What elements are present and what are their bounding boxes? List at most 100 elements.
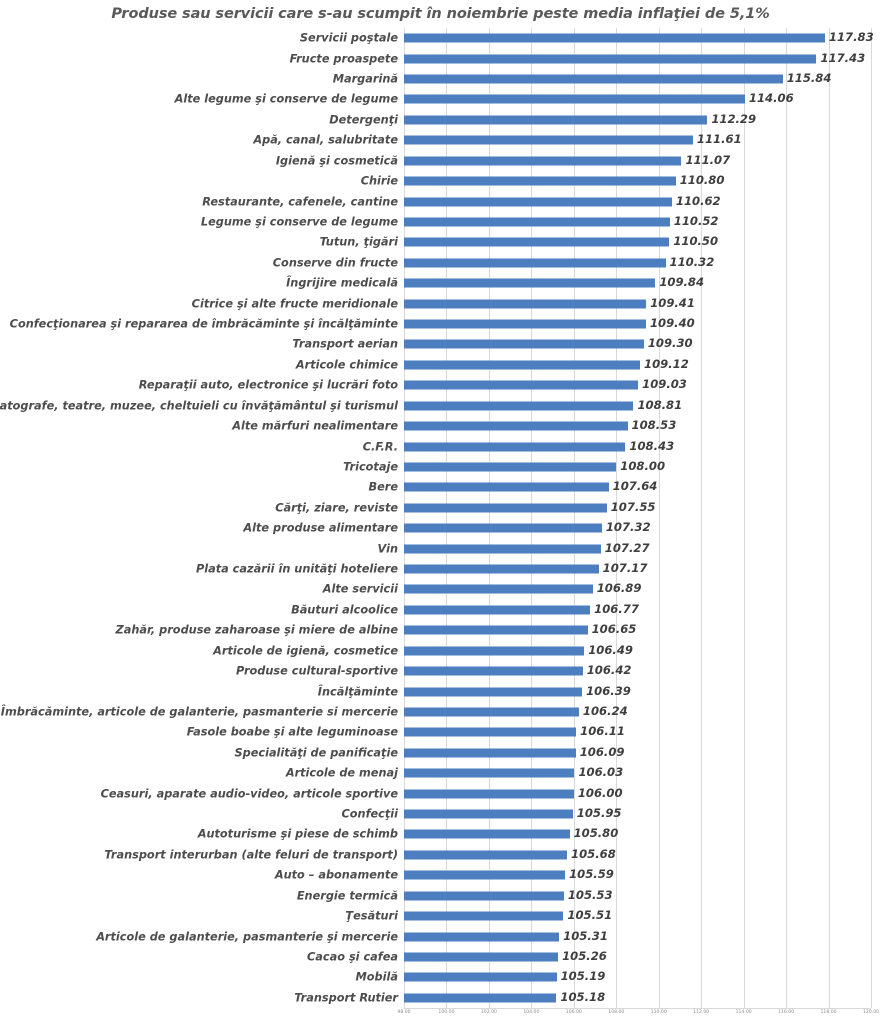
bar[interactable] xyxy=(404,809,573,819)
bar[interactable] xyxy=(404,156,682,166)
bar-row[interactable]: Fructe proaspete 117.43 xyxy=(0,48,881,68)
bar-row[interactable]: Transport aerian 109.30 xyxy=(0,334,881,354)
bar-row[interactable]: Tutun, ţigări 110.50 xyxy=(0,232,881,252)
bar-row[interactable]: Încălţăminte 106.39 xyxy=(0,681,881,701)
bar-row[interactable]: Conserve din fructe 110.32 xyxy=(0,253,881,273)
category-label: Specialităţi de panificaţie xyxy=(234,746,398,760)
bar[interactable] xyxy=(404,54,817,64)
bar[interactable] xyxy=(404,217,670,227)
bar-row[interactable]: Alte produse alimentare 107.32 xyxy=(0,518,881,538)
bar-row[interactable]: Ceasuri, aparate audio-video, articole s… xyxy=(0,783,881,803)
bar[interactable] xyxy=(404,176,676,186)
bar[interactable] xyxy=(404,891,564,901)
bar-row[interactable]: Servicii poştale 117.83 xyxy=(0,28,881,48)
bar[interactable] xyxy=(404,197,672,207)
bar-row[interactable]: Specialităţi de panificaţie 106.09 xyxy=(0,743,881,763)
bar-row[interactable]: Autoturisme şi piese de schimb 105.80 xyxy=(0,824,881,844)
bar-row[interactable]: Alte legume şi conserve de legume 114.06 xyxy=(0,89,881,109)
bar-row[interactable]: Reparaţii auto, electronice şi lucrări f… xyxy=(0,375,881,395)
bar-row[interactable]: Băuturi alcoolice 106.77 xyxy=(0,600,881,620)
bar[interactable] xyxy=(404,850,568,860)
bar[interactable] xyxy=(404,503,607,513)
bar[interactable] xyxy=(404,748,576,758)
bar[interactable] xyxy=(404,401,634,411)
bar[interactable] xyxy=(404,646,585,656)
bar-row[interactable]: Plata cazării în unităţi hoteliere 107.17 xyxy=(0,559,881,579)
bar-row[interactable]: Transport Rutier 105.18 xyxy=(0,988,881,1008)
bar-row[interactable]: Articole de igienă, cosmetice 106.49 xyxy=(0,641,881,661)
bar-row[interactable]: Citrice şi alte fructe meridionale 109.41 xyxy=(0,293,881,313)
bar-row[interactable]: Chirie 110.80 xyxy=(0,171,881,191)
category-label: Energie termică xyxy=(296,889,398,903)
bar-row[interactable]: Cacao şi cafea 105.26 xyxy=(0,947,881,967)
bar-row[interactable]: Apă, canal, salubritate 111.61 xyxy=(0,130,881,150)
bar[interactable] xyxy=(404,523,602,533)
bar-row[interactable]: Transport interurban (alte feluri de tra… xyxy=(0,845,881,865)
bar[interactable] xyxy=(404,482,609,492)
bar[interactable] xyxy=(404,33,825,43)
bar[interactable] xyxy=(404,339,644,349)
bar[interactable] xyxy=(404,278,656,288)
bar-row[interactable]: Ţesături 105.51 xyxy=(0,906,881,926)
bar-row[interactable]: Mobilă 105.19 xyxy=(0,967,881,987)
bar-row[interactable]: Zahăr, produse zaharoase şi miere de alb… xyxy=(0,620,881,640)
bar-row[interactable]: Articole chimice 109.12 xyxy=(0,355,881,375)
bar[interactable] xyxy=(404,932,560,942)
bar[interactable] xyxy=(404,319,646,329)
bar[interactable] xyxy=(404,789,574,799)
bar[interactable] xyxy=(404,870,566,880)
bar[interactable] xyxy=(404,237,670,247)
bar[interactable] xyxy=(404,584,593,594)
bar[interactable] xyxy=(404,564,599,574)
bar[interactable] xyxy=(404,687,583,697)
bar-row[interactable]: Articole de menaj 106.03 xyxy=(0,763,881,783)
bar[interactable] xyxy=(404,625,588,635)
bar-row[interactable]: Tricotaje 108.00 xyxy=(0,457,881,477)
bar[interactable] xyxy=(404,544,601,554)
bar-row[interactable]: Cinematografe, teatre, muzee, cheltuieli… xyxy=(0,396,881,416)
bar[interactable] xyxy=(404,421,628,431)
bar-row[interactable]: Alte servicii 106.89 xyxy=(0,579,881,599)
bar-row[interactable]: Articole de galanterie, pasmanterie şi m… xyxy=(0,926,881,946)
bar[interactable] xyxy=(404,115,708,125)
bar[interactable] xyxy=(404,258,666,268)
bar-row[interactable]: Alte mărfuri nealimentare 108.53 xyxy=(0,416,881,436)
bar-row[interactable]: Produse cultural-sportive 106.42 xyxy=(0,661,881,681)
bar[interactable] xyxy=(404,952,559,962)
bar[interactable] xyxy=(404,462,617,472)
bar-row[interactable]: Îmbrăcăminte, articole de galanterie, pa… xyxy=(0,702,881,722)
bar[interactable] xyxy=(404,666,583,676)
bar-row[interactable]: Legume şi conserve de legume 110.52 xyxy=(0,212,881,232)
bar[interactable] xyxy=(404,94,745,104)
category-label: Transport interurban (alte feluri de tra… xyxy=(104,848,398,862)
bar-row[interactable]: C.F.R. 108.43 xyxy=(0,436,881,456)
bar[interactable] xyxy=(404,360,641,370)
bar-row[interactable]: Confecţionarea şi repararea de îmbrăcămi… xyxy=(0,314,881,334)
bar-row[interactable]: Auto – abonamente 105.59 xyxy=(0,865,881,885)
bar[interactable] xyxy=(404,707,579,717)
bar[interactable] xyxy=(404,442,626,452)
bar[interactable] xyxy=(404,135,693,145)
bar[interactable] xyxy=(404,768,575,778)
bar[interactable] xyxy=(404,829,570,839)
bar[interactable] xyxy=(404,727,577,737)
bar-row[interactable]: Bere 107.64 xyxy=(0,477,881,497)
bar-value-label: 110.80 xyxy=(679,173,725,188)
bar-row[interactable]: Margarină 115.84 xyxy=(0,69,881,89)
bar[interactable] xyxy=(404,972,557,982)
bar-row[interactable]: Cărţi, ziare, reviste 107.55 xyxy=(0,498,881,518)
bar-row[interactable]: Igienă şi cosmetică 111.07 xyxy=(0,151,881,171)
bar-row[interactable]: Detergenţi 112.29 xyxy=(0,110,881,130)
bar-row[interactable]: Confecţii 105.95 xyxy=(0,804,881,824)
bar[interactable] xyxy=(404,605,591,615)
bar[interactable] xyxy=(404,380,639,390)
bar[interactable] xyxy=(404,993,557,1003)
bar[interactable] xyxy=(404,299,647,309)
bar-row[interactable]: Energie termică 105.53 xyxy=(0,886,881,906)
bar[interactable] xyxy=(404,74,783,84)
bar-row[interactable]: Restaurante, cafenele, cantine 110.62 xyxy=(0,191,881,211)
bar-row[interactable]: Fasole boabe şi alte leguminoase 106.11 xyxy=(0,722,881,742)
bar-row[interactable]: Îngrijire medicală 109.84 xyxy=(0,273,881,293)
bar-row[interactable]: Vin 107.27 xyxy=(0,538,881,558)
bar[interactable] xyxy=(404,911,564,921)
